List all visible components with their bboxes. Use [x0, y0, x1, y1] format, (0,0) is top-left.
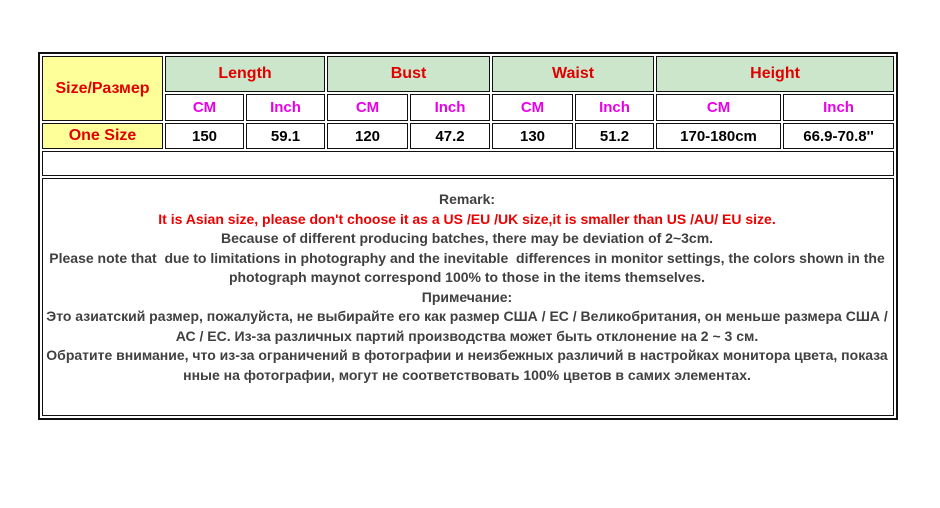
size-data-row: One Size 150 59.1 120 47.2 130 51.2 170-… — [42, 123, 895, 149]
value-waist-inch: 51.2 — [575, 123, 655, 149]
unit-header-waist-cm: CM — [492, 94, 574, 121]
unit-header-length-inch: Inch — [246, 94, 326, 121]
unit-header-height-inch: Inch — [783, 94, 895, 121]
group-header-bust: Bust — [327, 56, 491, 92]
size-chart-table: Size/Размер Length Bust Waist Height CM … — [38, 52, 899, 420]
remark-cell: Remark: It is Asian size, please don't c… — [42, 178, 895, 416]
remark-asian-size-warning: It is Asian size, please don't choose it… — [158, 210, 776, 227]
value-height-inch: 66.9-70.8'' — [783, 123, 895, 149]
remark-row: Remark: It is Asian size, please don't c… — [42, 178, 895, 416]
unit-header-bust-inch: Inch — [410, 94, 491, 121]
remark-photo-note-ru: Обратите внимание, что из-за ограничений… — [46, 347, 888, 383]
value-height-cm: 170-180cm — [656, 123, 782, 149]
unit-header-height-cm: CM — [656, 94, 782, 121]
group-header-row: Size/Размер Length Bust Waist Height — [42, 56, 895, 121]
group-header-length: Length — [165, 56, 326, 92]
value-waist-cm: 130 — [492, 123, 574, 149]
unit-header-waist-inch: Inch — [575, 94, 655, 121]
remark-deviation-note: Because of different producing batches, … — [220, 230, 714, 246]
spacer-row-cell — [42, 151, 895, 176]
size-row-label: One Size — [42, 123, 163, 149]
size-header-cell: Size/Размер — [42, 56, 163, 121]
value-length-inch: 59.1 — [246, 123, 326, 149]
remark-asian-size-warning-ru: Это азиатский размер, пожалуйста, не выб… — [46, 308, 892, 344]
unit-header-bust-cm: CM — [327, 94, 409, 121]
value-bust-inch: 47.2 — [410, 123, 491, 149]
value-bust-cm: 120 — [327, 123, 409, 149]
remark-title-ru: Примечание: — [421, 288, 513, 305]
remark-title-en: Remark: — [439, 191, 496, 207]
unit-header-length-cm: CM — [165, 94, 244, 121]
group-header-height: Height — [656, 56, 895, 92]
remark-photo-note-en: Please note that due to limitations in p… — [49, 249, 893, 286]
unit-header-row: CM Inch CM Inch CM Inch CM Inch — [42, 94, 895, 121]
spacer-row — [42, 151, 895, 176]
value-length-cm: 150 — [165, 123, 244, 149]
group-header-waist: Waist — [492, 56, 655, 92]
